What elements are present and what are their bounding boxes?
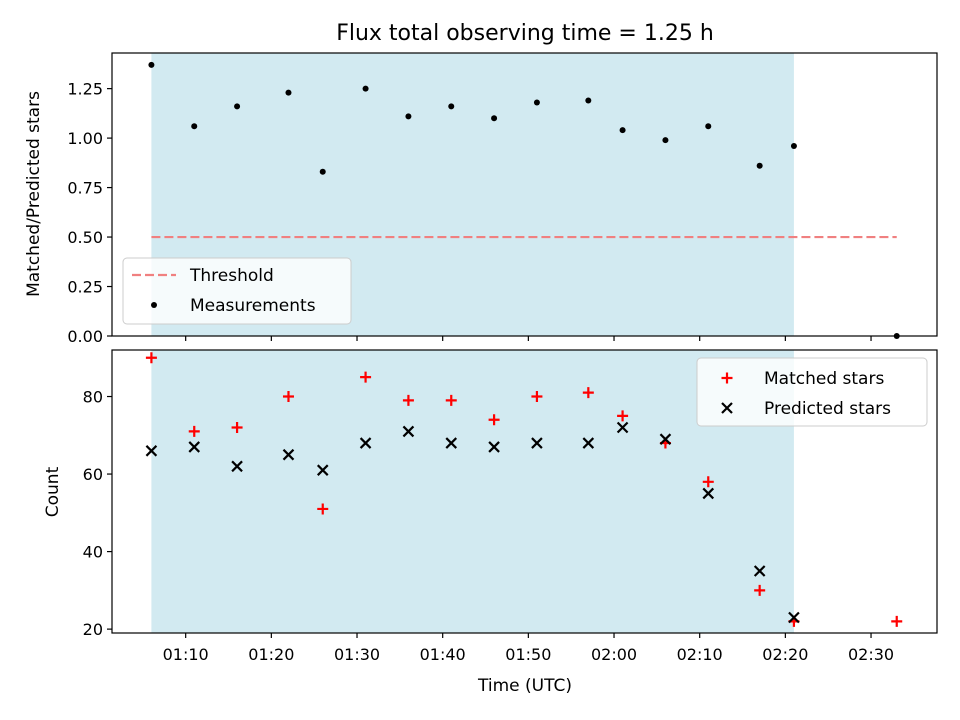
x-tick-label: 02:30: [848, 645, 894, 664]
legend-predicted-swatch: [721, 402, 733, 414]
top-y-tick-label: 0.50: [67, 228, 103, 247]
measurement-point: [790, 143, 797, 150]
matched-star-point: [488, 414, 500, 426]
measurement-point: [191, 123, 198, 130]
top-legend: Threshold Measurements: [122, 257, 352, 325]
legend-label-measurements: Measurements: [190, 296, 316, 316]
predicted-star-point: [188, 441, 201, 453]
x-tick-label: 01:20: [248, 645, 294, 664]
top-y-tick-label: 1.25: [67, 80, 103, 99]
matched-star-point: [231, 422, 243, 434]
x-tick-label: 02:10: [677, 645, 723, 664]
x-tick-label: 01:40: [420, 645, 466, 664]
predicted-star-point: [702, 487, 715, 500]
bottom-shaded-span: [151, 350, 794, 633]
top-y-tick-label: 0.00: [67, 327, 103, 346]
measurement-point: [491, 115, 498, 122]
matched-star-point: [445, 394, 457, 406]
predicted-star-point: [788, 611, 800, 624]
bottom-y-tick-label: 60: [83, 465, 103, 484]
x-tick-label: 01:10: [163, 645, 209, 664]
bottom-panel: 20 40 60 80 01:10 01:20 01:30 01:40 01:50 02:00 02…: [83, 349, 938, 664]
matched-star-point: [145, 352, 157, 364]
measurement-point: [362, 85, 369, 92]
predicted-star-point: [316, 464, 329, 476]
matched-star-point: [531, 391, 543, 403]
matched-star-point: [754, 584, 766, 596]
predicted-star-point: [231, 460, 243, 473]
x-tick-label: 01:50: [505, 645, 551, 664]
matched-star-point: [891, 615, 903, 627]
bottom-y-tick-label: 20: [83, 620, 103, 639]
x-axis-label: Time (UTC): [477, 676, 572, 696]
bottom-legend: Matched stars Predicted stars: [696, 357, 928, 427]
top-y-tick-label: 1.00: [67, 129, 103, 148]
x-tick-label: 02:20: [762, 645, 808, 664]
top-panel: 0.00 0.25 0.50 0.75 1.00 1.25 Threshold Measure…: [67, 52, 938, 346]
predicted-star-point: [359, 437, 372, 449]
measurement-point: [756, 162, 763, 169]
measurement-point: [619, 127, 626, 134]
x-tick-label: 01:30: [334, 645, 380, 664]
predicted-star-point: [531, 437, 543, 449]
legend-label-predicted: Predicted stars: [764, 399, 891, 419]
matched-star-point: [282, 391, 294, 403]
bottom-y-tick-label: 80: [83, 388, 103, 407]
measurement-point: [533, 99, 540, 106]
x-tick-label: 02:00: [591, 645, 637, 664]
predicted-star-point: [659, 433, 672, 445]
matched-star-point: [402, 394, 414, 406]
measurement-point: [319, 168, 326, 175]
top-y-axis-label: Matched/Predicted stars: [24, 91, 44, 297]
top-axes-frame: [111, 52, 938, 337]
legend-box: [696, 357, 928, 427]
predicted-star-point: [145, 445, 158, 457]
matched-star-point: [317, 503, 329, 515]
matched-star-point: [617, 410, 629, 422]
top-y-tick-label: 0.25: [67, 278, 103, 297]
measurement-point: [705, 123, 712, 130]
predicted-star-point: [753, 565, 766, 577]
measurement-point: [285, 89, 292, 96]
legend-label-threshold: Threshold: [189, 266, 274, 286]
measurement-point: [148, 61, 155, 68]
legend-measurements-swatch: [151, 302, 157, 308]
predicted-star-point: [402, 425, 415, 438]
measurement-point: [448, 103, 455, 110]
measurement-point: [585, 97, 592, 104]
bottom-axes-frame: [111, 349, 938, 634]
legend-matched-swatch: [721, 372, 733, 384]
legend-label-matched: Matched stars: [764, 369, 884, 389]
matched-star-point: [702, 476, 714, 488]
legend-box: [122, 257, 352, 325]
matched-star-point: [188, 425, 200, 437]
matched-star-point: [582, 387, 594, 399]
top-y-tick-label: 0.75: [67, 179, 103, 198]
predicted-star-point: [282, 448, 295, 461]
bottom-y-axis-label: Count: [43, 466, 63, 517]
measurement-point: [662, 137, 669, 144]
bottom-y-tick-label: 40: [83, 543, 103, 562]
predicted-star-point: [445, 437, 458, 449]
predicted-star-point: [488, 441, 500, 453]
matched-star-point: [360, 371, 372, 383]
chart-title: Flux total observing time = 1.25 h: [336, 21, 714, 46]
measurement-point: [234, 103, 241, 110]
predicted-star-point: [582, 437, 595, 449]
measurement-point: [405, 113, 412, 120]
predicted-star-point: [616, 421, 629, 434]
